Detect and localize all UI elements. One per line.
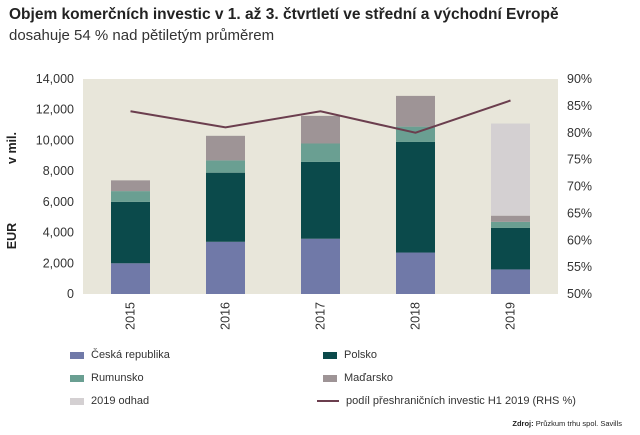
y-tick-label: 6,000 — [43, 195, 74, 209]
bar-2019-series-0 — [491, 269, 530, 294]
y-axis-label-currency: EUR — [5, 223, 19, 249]
y-tick-label: 12,000 — [36, 103, 74, 117]
y2-tick-label: 55% — [567, 260, 592, 274]
y-tick-label: 10,000 — [36, 133, 74, 147]
bar-2017-series-1 — [301, 161, 340, 239]
bar-2018-series-0 — [396, 252, 435, 294]
x-tick-label: 2015 — [124, 302, 138, 330]
chart-subtitle: dosahuje 54 % nad pětiletým průměrem — [9, 27, 275, 44]
y-tick-label: 8,000 — [43, 164, 74, 178]
bar-2016-series-2 — [206, 160, 245, 173]
bar-2017-series-2 — [301, 143, 340, 162]
y2-tick-label: 65% — [567, 206, 592, 220]
bar-2019-series-1 — [491, 227, 530, 270]
y-tick-label: 0 — [67, 287, 74, 301]
x-tick-label: 2019 — [504, 302, 518, 330]
bar-2017-series-3 — [301, 115, 340, 144]
y-tick-label: 4,000 — [43, 226, 74, 240]
source-text: Průzkum trhu spol. Savills — [535, 419, 622, 428]
bar-2015-series-0 — [111, 263, 150, 294]
chart-title: Objem komerčních investic v 1. až 3. čtv… — [9, 6, 559, 23]
y-axis-label-unit: v mil. — [5, 132, 19, 164]
y2-tick-label: 80% — [567, 126, 592, 140]
source-note: Zdroj: Průzkum trhu spol. Savills — [512, 419, 622, 428]
y-tick-label: 2,000 — [43, 256, 74, 270]
bar-2016-series-1 — [206, 172, 245, 242]
y-tick-label: 14,000 — [36, 72, 74, 86]
line-share-cross-border — [130, 99, 511, 134]
bar-2019-series-3 — [491, 215, 530, 222]
x-tick-label: 2016 — [219, 302, 233, 330]
bar-2016-series-3 — [206, 135, 245, 161]
bar-2017-series-0 — [301, 238, 340, 294]
y2-tick-label: 60% — [567, 233, 592, 247]
source-label: Zdroj: — [512, 419, 534, 428]
y2-tick-label: 85% — [567, 99, 592, 113]
y2-tick-label: 75% — [567, 153, 592, 167]
x-tick-label: 2018 — [409, 302, 423, 330]
bar-2019-series-2 — [491, 221, 530, 228]
bar-2015-series-2 — [111, 191, 150, 202]
y2-tick-label: 50% — [567, 287, 592, 301]
y2-tick-label: 70% — [567, 180, 592, 194]
bar-2015-series-3 — [111, 180, 150, 192]
bar-2019-series-4 — [491, 123, 530, 216]
bar-2016-series-0 — [206, 241, 245, 294]
bar-2015-series-1 — [111, 201, 150, 264]
x-tick-label: 2017 — [314, 302, 328, 330]
bar-2018-series-3 — [396, 95, 435, 127]
y2-tick-label: 90% — [567, 72, 592, 86]
bar-2018-series-1 — [396, 141, 435, 253]
